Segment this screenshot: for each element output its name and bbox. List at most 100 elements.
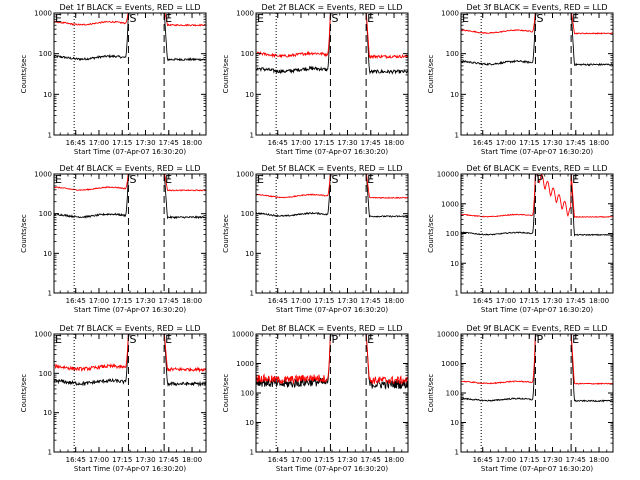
y-axis-label: Counts/sec bbox=[427, 55, 435, 94]
marker-label: S bbox=[129, 173, 136, 186]
marker-label: E bbox=[165, 333, 172, 346]
y-axis-label: Counts/sec bbox=[20, 55, 28, 94]
plot-frame bbox=[460, 12, 614, 136]
x-tick-label: 16:45 bbox=[268, 139, 288, 147]
x-tick-label: 17:00 bbox=[291, 456, 311, 464]
x-tick-label: 17:15 bbox=[112, 139, 132, 147]
y-tick-label: 100 bbox=[446, 230, 459, 238]
x-tick-label: 18:00 bbox=[589, 297, 609, 305]
chart-title: Det 5f BLACK = Events, RED = LLD bbox=[261, 164, 402, 173]
marker-label: S bbox=[331, 173, 338, 186]
series-line-lld bbox=[461, 13, 613, 35]
plot-frame bbox=[255, 12, 409, 136]
y-tick-label: 10000 bbox=[437, 171, 459, 179]
marker-label: E bbox=[462, 12, 469, 25]
plot-frame bbox=[255, 333, 409, 453]
x-axis-label: Start Time (07-Apr-07 16:30:20) bbox=[481, 148, 593, 156]
y-tick-label: 10 bbox=[245, 419, 254, 427]
y-axis-label: Counts/sec bbox=[222, 55, 230, 94]
x-tick-label: 17:45 bbox=[361, 139, 381, 147]
y-tick-label: 1 bbox=[250, 449, 254, 457]
x-tick-label: 16:45 bbox=[66, 297, 86, 305]
series-line-events bbox=[461, 334, 613, 403]
x-axis-label: Start Time (07-Apr-07 16:30:20) bbox=[276, 306, 388, 314]
x-tick-label: 18:00 bbox=[182, 456, 202, 464]
x-tick-label: 16:45 bbox=[66, 139, 86, 147]
marker-label: E bbox=[257, 173, 264, 186]
x-tick-label: 17:45 bbox=[566, 456, 586, 464]
x-tick-label: 17:45 bbox=[361, 456, 381, 464]
y-tick-label: 100 bbox=[39, 370, 52, 378]
x-tick-label: 17:15 bbox=[519, 139, 539, 147]
x-tick-label: 18:00 bbox=[589, 456, 609, 464]
y-tick-label: 10000 bbox=[232, 331, 254, 339]
chart-title: Det 7f BLACK = Events, RED = LLD bbox=[59, 324, 200, 333]
x-tick-label: 17:45 bbox=[159, 139, 179, 147]
y-tick-label: 100 bbox=[39, 210, 52, 218]
x-axis-label: Start Time (07-Apr-07 16:30:20) bbox=[481, 465, 593, 473]
x-tick-label: 17:30 bbox=[135, 139, 155, 147]
plot-frame bbox=[53, 333, 207, 453]
x-axis-label: Start Time (07-Apr-07 16:30:20) bbox=[74, 465, 186, 473]
x-tick-label: 16:45 bbox=[473, 297, 493, 305]
series-line-lld bbox=[54, 334, 206, 373]
marker-label: P bbox=[331, 333, 338, 346]
x-tick-label: 16:45 bbox=[473, 456, 493, 464]
chart-title: Det 4f BLACK = Events, RED = LLD bbox=[59, 164, 200, 173]
plot-frame bbox=[53, 12, 207, 136]
x-tick-label: 17:00 bbox=[496, 456, 516, 464]
y-tick-label: 1000 bbox=[236, 10, 254, 18]
plot-frame bbox=[53, 173, 207, 294]
y-tick-label: 1 bbox=[455, 290, 459, 298]
y-tick-label: 10 bbox=[450, 419, 459, 427]
x-tick-label: 17:15 bbox=[314, 297, 334, 305]
series-line-events bbox=[256, 13, 408, 75]
series-line-events bbox=[54, 13, 206, 62]
y-tick-label: 1 bbox=[48, 290, 52, 298]
x-tick-label: 17:30 bbox=[542, 297, 562, 305]
y-tick-label: 10 bbox=[43, 409, 52, 417]
plot-frame bbox=[255, 173, 409, 294]
x-tick-label: 17:00 bbox=[291, 139, 311, 147]
x-tick-label: 17:15 bbox=[314, 456, 334, 464]
y-tick-label: 1000 bbox=[441, 10, 459, 18]
x-tick-label: 17:30 bbox=[337, 139, 357, 147]
y-tick-label: 1000 bbox=[34, 10, 52, 18]
x-tick-label: 16:45 bbox=[66, 456, 86, 464]
x-axis-label: Start Time (07-Apr-07 16:30:20) bbox=[74, 148, 186, 156]
y-axis-label: Counts/sec bbox=[20, 214, 28, 253]
series-line-lld bbox=[256, 334, 408, 385]
series-line-lld bbox=[461, 334, 613, 385]
y-tick-label: 10 bbox=[43, 250, 52, 258]
y-tick-label: 1000 bbox=[34, 171, 52, 179]
series-line-lld bbox=[461, 174, 613, 219]
marker-label: E bbox=[55, 173, 62, 186]
series-line-events bbox=[256, 334, 408, 390]
marker-label: S bbox=[129, 12, 136, 25]
chart-title: Det 8f BLACK = Events, RED = LLD bbox=[261, 324, 402, 333]
x-tick-label: 16:45 bbox=[268, 297, 288, 305]
x-tick-label: 18:00 bbox=[384, 139, 404, 147]
series-line-events bbox=[54, 174, 206, 220]
x-tick-label: 16:45 bbox=[473, 139, 493, 147]
series-line-lld bbox=[256, 13, 408, 60]
series-line-lld bbox=[54, 13, 206, 27]
y-tick-label: 1000 bbox=[441, 360, 459, 368]
x-tick-label: 17:15 bbox=[519, 297, 539, 305]
y-axis-label: Counts/sec bbox=[427, 374, 435, 413]
y-tick-label: 1000 bbox=[236, 171, 254, 179]
y-tick-label: 100 bbox=[446, 390, 459, 398]
series-line-events bbox=[461, 13, 613, 67]
y-axis-label: Counts/sec bbox=[222, 374, 230, 413]
marker-label: P bbox=[536, 173, 543, 186]
y-tick-label: 100 bbox=[241, 390, 254, 398]
y-axis-label: Counts/sec bbox=[20, 374, 28, 413]
y-tick-label: 10 bbox=[43, 91, 52, 99]
marker-label: E bbox=[55, 333, 62, 346]
x-tick-label: 17:45 bbox=[159, 456, 179, 464]
